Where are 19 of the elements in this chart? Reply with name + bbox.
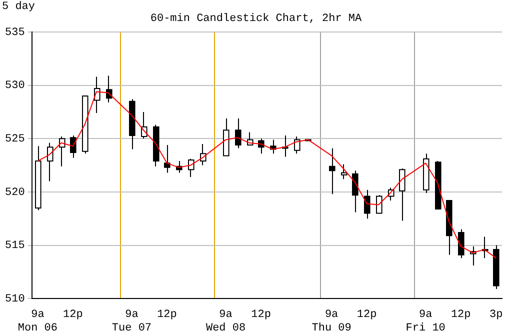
x-tick-label: 12p xyxy=(251,309,271,322)
x-tick-label: 9a Thu 09 xyxy=(312,309,352,334)
x-tick-label: 12p xyxy=(450,309,471,322)
x-tick-label: 12p xyxy=(63,309,83,322)
y-tick-label: 510 xyxy=(4,294,25,306)
x-tick-label: 12p xyxy=(356,309,377,322)
x-tick-label: 3p xyxy=(490,309,503,322)
x-tick-label: 9a Tue 07 xyxy=(112,309,152,334)
y-tick-label: 535 xyxy=(4,26,25,39)
x-tick-label: 12p xyxy=(157,309,177,322)
y-tick-label: 515 xyxy=(4,240,25,252)
y-tick-label: 520 xyxy=(4,186,25,199)
x-tick-label: 9a Fri 10 xyxy=(406,309,446,334)
x-tick-label: 9a Mon 06 xyxy=(18,309,58,334)
chart-subtitle: 5 day xyxy=(2,1,36,13)
y-tick-label: 530 xyxy=(4,80,25,92)
chart-title: 60-min Candlestick Chart, 2hr MA xyxy=(149,13,363,25)
x-tick-label: 9a Wed 08 xyxy=(206,309,246,334)
y-tick-label: 525 xyxy=(4,134,25,146)
